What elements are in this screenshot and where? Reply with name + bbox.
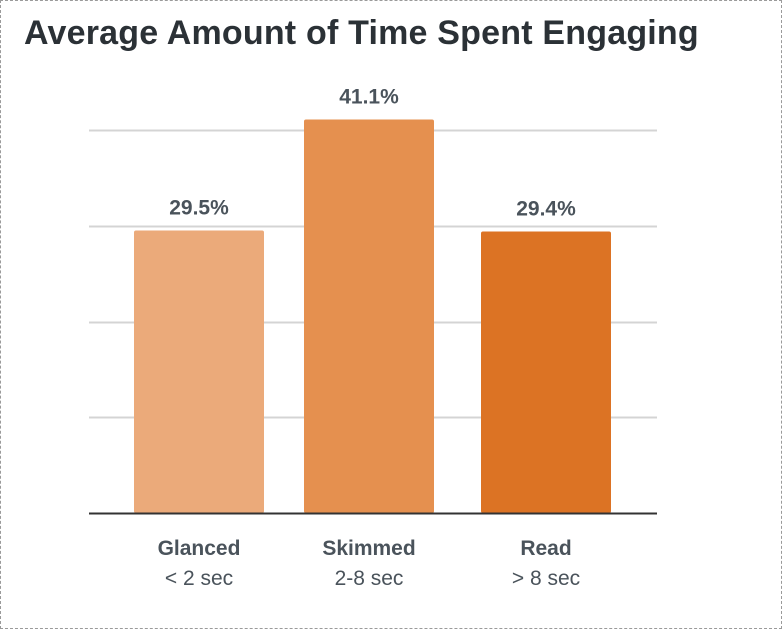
x-tick-labels: Glanced < 2 sec Skimmed 2-8 sec Read > 8 sec [158,537,581,590]
data-labels: 29.5% 41.1% 29.4% [169,85,576,220]
data-label-read: 29.4% [516,197,576,220]
bar-read [481,231,611,513]
data-label-glanced: 29.5% [169,197,229,220]
tick-label-glanced: Glanced [158,537,241,560]
chart-title: Average Amount of Time Spent Engaging [24,14,699,52]
tick-label-skimmed: Skimmed [322,537,415,560]
tick-label-read: Read [520,537,571,560]
tick-sublabel-read: > 8 sec [512,567,580,590]
tick-sublabel-glanced: < 2 sec [165,567,233,590]
bars [134,119,611,513]
bar-skimmed [304,119,434,513]
bar-glanced [134,230,264,513]
tick-sublabel-skimmed: 2-8 sec [335,567,404,590]
data-label-skimmed: 41.1% [339,85,399,108]
